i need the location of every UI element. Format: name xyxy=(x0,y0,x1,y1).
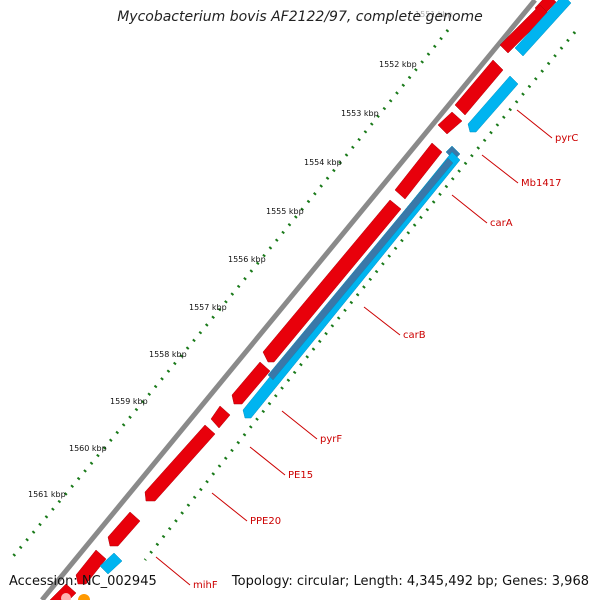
backbone xyxy=(40,0,537,600)
tick-label: 1553 kbp xyxy=(341,109,379,118)
gene-forward-5[interactable] xyxy=(394,142,443,200)
gene-callout-line xyxy=(516,109,553,139)
gene-label-cara[interactable]: carA xyxy=(490,218,513,229)
tick-label: 1561 kbp xyxy=(28,490,66,499)
gene-callout-line xyxy=(281,410,318,440)
gene-forward-4[interactable] xyxy=(437,111,463,135)
tick-label: 1556 kbp xyxy=(228,255,266,264)
gene-reverse-2[interactable] xyxy=(467,75,519,133)
tick-label: 1554 kbp xyxy=(304,158,342,167)
tick-label: 1555 kbp xyxy=(266,207,304,216)
gene-callout-line xyxy=(481,154,519,184)
gene-reverse-6[interactable] xyxy=(99,552,123,575)
gene-callout-line xyxy=(363,306,401,336)
tick-label: 1557 kbp xyxy=(189,303,227,312)
gene-callout-line xyxy=(451,194,488,224)
gene-forward-7[interactable] xyxy=(231,361,271,405)
gene-callout-line xyxy=(249,446,286,476)
gene-callout-line xyxy=(211,492,248,522)
feature-marker-orange xyxy=(78,594,90,600)
gene-forward-9[interactable] xyxy=(144,424,216,502)
tick-label: 1558 kbp xyxy=(149,350,187,359)
feature-marker-pink xyxy=(61,593,71,600)
tick-label: 1551 kbp xyxy=(415,10,453,19)
gene-forward-11[interactable] xyxy=(75,549,107,585)
topology-summary: Topology: circular; Length: 4,345,492 bp… xyxy=(231,574,589,589)
gene-forward-8[interactable] xyxy=(210,405,231,429)
gene-label-ppe20[interactable]: PPE20 xyxy=(250,516,281,527)
gene-label-pyrf[interactable]: pyrF xyxy=(320,434,342,445)
outer-tick-ring xyxy=(8,29,450,561)
gene-forward-3[interactable] xyxy=(454,59,504,116)
gene-forward-10[interactable] xyxy=(107,511,141,547)
gene-label-pe15[interactable]: PE15 xyxy=(288,470,313,481)
tick-label: 1559 kbp xyxy=(110,397,148,406)
map-title: Mycobacterium bovis AF2122/97, complete … xyxy=(117,9,483,25)
accession-text: Accession: NC_002945 xyxy=(9,574,157,589)
gene-label-pyrc[interactable]: pyrC xyxy=(555,133,578,144)
gene-label-mb1417[interactable]: Mb1417 xyxy=(521,178,561,189)
reverse-strand xyxy=(99,0,572,575)
forward-strand xyxy=(49,0,557,600)
tick-label: 1552 kbp xyxy=(379,60,417,69)
tick-labels: 1551 kbp 1552 kbp 1553 kbp 1554 kbp 1555 kbp… xyxy=(28,10,453,499)
gene-reverse-5[interactable] xyxy=(267,157,454,381)
tick-label: 1560 kbp xyxy=(69,444,107,453)
gene-label-carb[interactable]: carB xyxy=(403,330,426,341)
gene-callouts: pyrC Mb1417 carA carB pyrF PE15 PPE20 mihF xyxy=(155,109,578,591)
gene-label-mihf[interactable]: mihF xyxy=(193,580,218,591)
gene-reverse-1[interactable] xyxy=(514,0,572,57)
gene-callout-line xyxy=(155,556,191,586)
gene-forward-6[interactable] xyxy=(262,199,402,363)
